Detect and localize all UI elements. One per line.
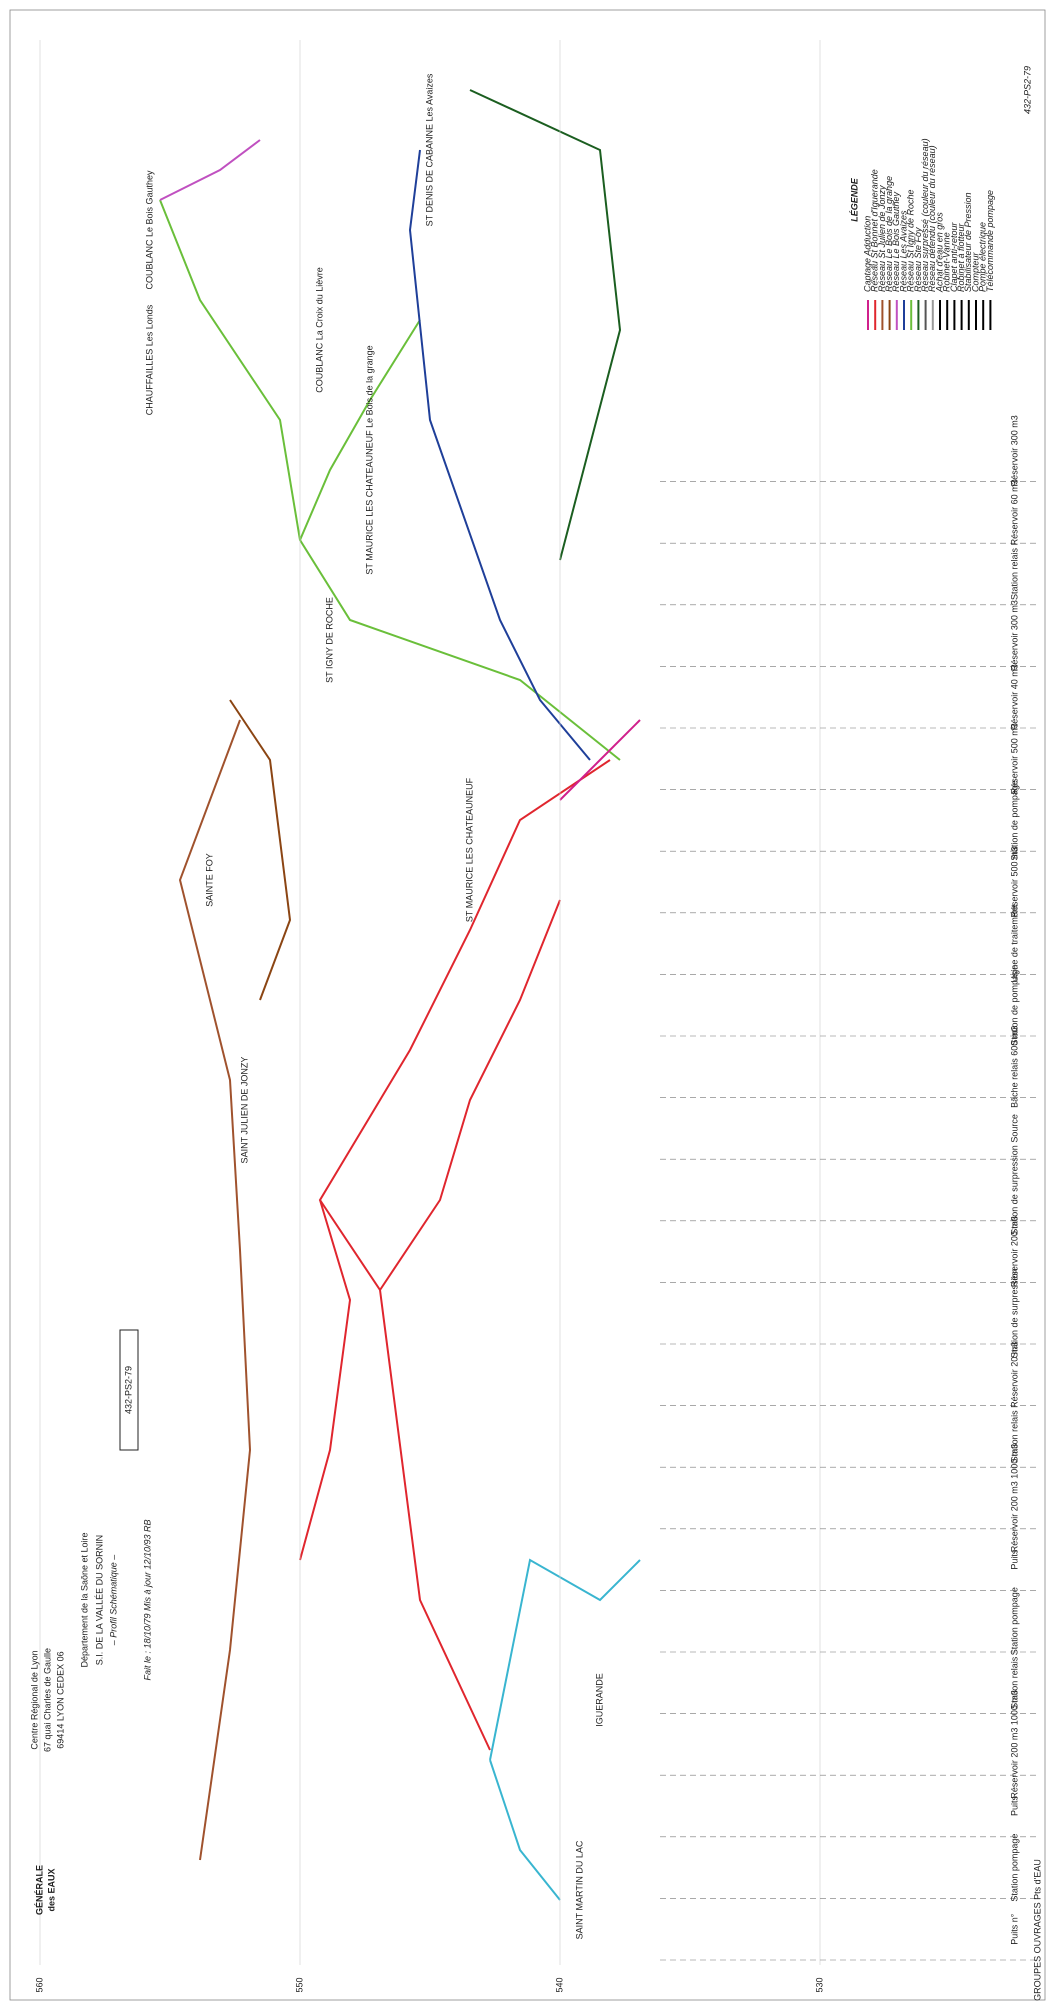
network <box>159 89 641 1901</box>
station-label: Réservoir 500 m3 <box>1009 723 1019 794</box>
station-label: Source <box>1009 1114 1019 1143</box>
frame <box>9 9 1046 2001</box>
sector-label: ST MAURICE LES CHATEAUNEUF Le Bois de la… <box>364 345 374 574</box>
subtitle: – Profil Schématique – <box>108 1554 118 1647</box>
sector-label: SAINTE FOY <box>204 853 214 907</box>
logo: des EAUX <box>46 1868 56 1911</box>
legend-item: Réseau détendu (couleur du réseau) <box>927 145 937 292</box>
station-label: Puits n° <box>1009 1913 1019 1945</box>
station-label: Station de surpression <box>1009 1268 1019 1358</box>
sector-label: CHAUFFAILLES Les Londs <box>144 304 154 415</box>
station-label: Station relais <box>1009 1410 1019 1463</box>
elevation-label: 530 <box>814 1977 824 1992</box>
syndicate: S.I. DE LA VALLÉE DU SORNIN <box>94 1535 104 1665</box>
legend-item: Robinet à flotteur <box>956 222 966 292</box>
elevation-label: 550 <box>294 1977 304 1992</box>
station-label: Réservoir 20 m3 <box>1009 1342 1019 1408</box>
station-label: Réservoir 500 m3 <box>1009 846 1019 917</box>
station-label: Réservoir 200 m3 1000 m3 <box>1009 1690 1019 1799</box>
red-network <box>318 759 611 1751</box>
legend-item: Réseau Le Bois de la grange <box>884 176 894 292</box>
station-label: Station relais <box>1009 547 1019 600</box>
legend-item: Robinet-Vanne <box>942 232 952 292</box>
org-line: Centre Régional de Lyon <box>29 1650 39 1749</box>
legend-item: Réseau St Igny de Roche <box>906 189 916 292</box>
station-label: Station de pompage <box>1009 965 1019 1046</box>
station-label: Réservoir 300 m3 <box>1009 415 1019 486</box>
legend-item: Télécommande pompage <box>985 190 995 292</box>
legend-title: LÉGENDE <box>849 177 859 222</box>
legend-item: Réseau St Julien de Jonzy <box>877 185 887 292</box>
sector-label: SAINT MARTIN DU LAC <box>574 1840 584 1939</box>
station-label: Bâche relais 600 m3 <box>1009 1026 1019 1108</box>
legend-item: Captage Adduction <box>862 216 872 292</box>
legend-item: Réseau Ste Foy <box>913 227 923 292</box>
sector-label: ST DENIS DE CABANNE Les Avaizes <box>424 73 434 226</box>
cyan-network <box>489 1558 641 1761</box>
ref: 432-PS2-79 <box>123 1366 133 1414</box>
date: Fait le : 18/10/79 Mis à jour 12/10/93 R… <box>142 1519 152 1680</box>
brown-branch <box>229 699 292 1001</box>
brown-network <box>178 719 252 1861</box>
sector-label: COUBLANC Le Bois Gauthey <box>144 170 154 290</box>
org-line: 69414 LYON CEDEX 06 <box>55 1651 65 1748</box>
station-label: Réservoir 200 m3 <box>1009 1216 1019 1287</box>
sector-label: SAINT JULIEN DE JONZY <box>239 1057 249 1164</box>
legend-item: Achat d'eau en gros <box>934 212 944 293</box>
legend-item: Réseau St Bonnet d'Iguerande <box>870 169 880 292</box>
violet-network <box>159 139 261 201</box>
legend-item: Réseau surpressé (couleur du réseau) <box>920 138 930 292</box>
darkgreen-network <box>469 89 622 561</box>
station-label: Réservoir 60 m3 <box>1009 479 1019 545</box>
station-label: Station pompage <box>1009 1834 1019 1902</box>
station-label: Réservoir 300 m3 <box>1009 600 1019 671</box>
cyan-branch <box>489 1759 561 1901</box>
station-label: Puits <box>1009 1795 1019 1816</box>
sector-label: ST MAURICE LES CHATEAUNEUF <box>464 777 474 922</box>
legend-item: Clapet anti-retour <box>949 221 959 292</box>
sector-label: ST IGNY DE ROCHE <box>324 597 334 683</box>
station-label: Station de pompage <box>1009 780 1019 861</box>
ref-box <box>119 1329 139 1451</box>
org-line: 67 quai Charles de Gaulle <box>42 1648 52 1752</box>
sector-label: COUBLANC La Croix du Lièvre <box>314 267 324 393</box>
elevation-label: 560 <box>34 1977 44 1992</box>
magenta-network <box>559 719 641 801</box>
sector-label: IGUERANDE <box>594 1673 604 1727</box>
legend-item: Réseau Le Bois Gauthey <box>891 191 901 292</box>
corner-ref: 432-PS2-79 <box>1022 66 1032 114</box>
blue-network <box>408 149 591 761</box>
legend-item: Pompe électrique <box>978 222 988 292</box>
station-label: Station de surpression <box>1009 1145 1019 1235</box>
station-label: Réservoir 200 m3 1000 m3 <box>1009 1444 1019 1553</box>
red-branch <box>379 899 561 1291</box>
station-label: Station pompage <box>1009 1587 1019 1655</box>
elevation-label: 540 <box>554 1977 564 1992</box>
green-branch <box>299 319 421 541</box>
red-branch <box>299 1199 352 1561</box>
legend-item: Réseau Les Avaizes <box>898 210 908 292</box>
legend-item: Stabilisateur de Pression <box>963 192 973 292</box>
station-label: Puits <box>1009 1549 1019 1570</box>
station-label: Usine de traitement <box>1009 904 1019 983</box>
station-label: Réservoir 40 m3 <box>1009 664 1019 730</box>
legend-item: Compteur <box>970 251 980 292</box>
dept: Département de la Saône et Loire <box>79 1532 89 1667</box>
station-label: Station relais <box>1009 1656 1019 1709</box>
footer: GROUPES OUVRAGES Pts d'EAU <box>1032 1859 1042 2001</box>
logo: GÉNÉRALE <box>34 1865 44 1915</box>
